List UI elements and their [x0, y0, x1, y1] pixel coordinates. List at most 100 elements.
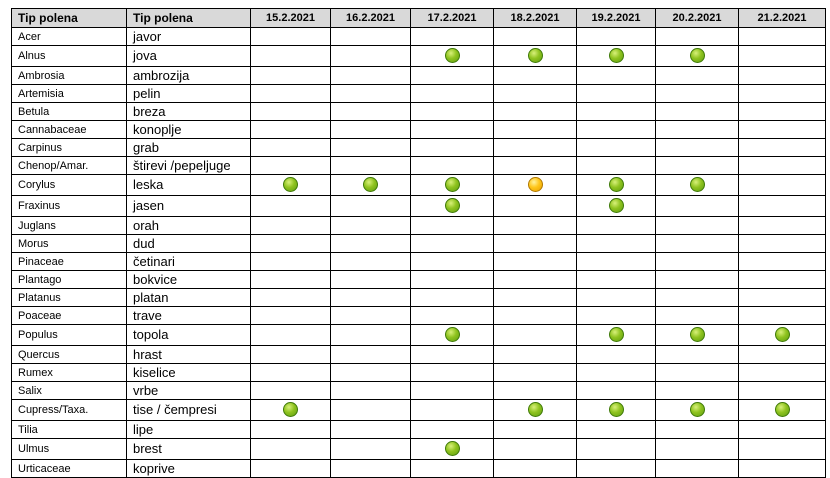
table-row: Tilia lipe [11, 420, 826, 439]
date-cell [250, 195, 331, 217]
date-cell [655, 195, 739, 217]
date-cell [576, 102, 656, 121]
date-cell [493, 195, 577, 217]
latin-name-cell: Populus [11, 324, 127, 346]
date-cell [410, 420, 494, 439]
date-cell [493, 234, 577, 253]
local-name-cell: konoplje [126, 120, 251, 139]
date-cell [655, 252, 739, 271]
date-cell [738, 270, 826, 289]
latin-name-cell: Ambrosia [11, 66, 127, 85]
table-row: Fraxinus jasen [11, 195, 826, 217]
date-cell [250, 27, 331, 46]
latin-name-cell: Cupress/Taxa. [11, 399, 127, 421]
table-row: Morus dud [11, 234, 826, 253]
latin-name-cell: Cannabaceae [11, 120, 127, 139]
local-name-cell: trave [126, 306, 251, 325]
date-cell [410, 324, 494, 346]
date-cell [250, 45, 331, 67]
green-level-indicator-icon [689, 327, 705, 343]
date-cell [410, 399, 494, 421]
pollen-calendar-table: Tip polena Tip polena 15.2.2021 16.2.202… [11, 8, 826, 478]
date-cell [330, 270, 411, 289]
date-cell [655, 345, 739, 364]
date-cell [410, 84, 494, 103]
date-cell [493, 438, 577, 460]
date-header: 16.2.2021 [330, 8, 411, 28]
date-cell [410, 363, 494, 382]
date-cell [410, 66, 494, 85]
green-level-indicator-icon [608, 48, 624, 64]
green-level-indicator-icon [689, 177, 705, 193]
table-row: Pinaceae četinari [11, 252, 826, 271]
green-level-indicator-icon [527, 48, 543, 64]
latin-name-cell: Ulmus [11, 438, 127, 460]
date-cell [576, 399, 656, 421]
date-cell [330, 138, 411, 157]
local-name-cell: jasen [126, 195, 251, 217]
date-header: 17.2.2021 [410, 8, 494, 28]
date-cell [330, 27, 411, 46]
date-cell [576, 324, 656, 346]
date-cell [738, 156, 826, 175]
date-cell [410, 174, 494, 196]
latin-name-header: Tip polena [11, 8, 127, 28]
date-cell [410, 438, 494, 460]
date-cell [250, 84, 331, 103]
date-cell [738, 306, 826, 325]
latin-name-cell: Betula [11, 102, 127, 121]
date-cell [493, 45, 577, 67]
green-level-indicator-icon [608, 177, 624, 193]
date-cell [330, 252, 411, 271]
date-cell [493, 27, 577, 46]
date-cell [493, 345, 577, 364]
date-cell [410, 156, 494, 175]
date-cell [738, 102, 826, 121]
date-cell [250, 363, 331, 382]
date-cell [655, 306, 739, 325]
date-cell [738, 324, 826, 346]
date-cell [330, 345, 411, 364]
table-row: Acer javor [11, 27, 826, 46]
latin-name-cell: Corylus [11, 174, 127, 196]
date-header: 19.2.2021 [576, 8, 656, 28]
date-cell [576, 252, 656, 271]
date-cell [655, 270, 739, 289]
table-row: Platanus platan [11, 288, 826, 307]
date-cell [330, 288, 411, 307]
date-cell [250, 381, 331, 400]
date-cell [738, 399, 826, 421]
date-cell [330, 156, 411, 175]
date-cell [330, 216, 411, 235]
date-cell [330, 234, 411, 253]
table-row: Corylus leska [11, 174, 826, 196]
date-cell [250, 120, 331, 139]
date-cell [576, 438, 656, 460]
date-cell [250, 252, 331, 271]
table-row: Rumex kiselice [11, 363, 826, 382]
date-cell [250, 438, 331, 460]
table-row: Poaceae trave [11, 306, 826, 325]
date-cell [738, 438, 826, 460]
latin-name-cell: Quercus [11, 345, 127, 364]
green-level-indicator-icon [444, 48, 460, 64]
date-cell [250, 399, 331, 421]
date-cell [576, 288, 656, 307]
date-cell [250, 420, 331, 439]
yellow-level-indicator-icon [527, 177, 543, 193]
date-cell [655, 234, 739, 253]
date-cell [655, 27, 739, 46]
date-cell [410, 102, 494, 121]
green-level-indicator-icon [608, 402, 624, 418]
date-cell [576, 306, 656, 325]
date-cell [655, 174, 739, 196]
table-row: Quercus hrast [11, 345, 826, 364]
table-row: Betula breza [11, 102, 826, 121]
local-name-cell: breza [126, 102, 251, 121]
date-cell [330, 420, 411, 439]
latin-name-cell: Acer [11, 27, 127, 46]
date-cell [493, 381, 577, 400]
table-row: Chenop/Amar. štirevi /pepeljuge [11, 156, 826, 175]
date-header: 21.2.2021 [738, 8, 826, 28]
date-cell [655, 138, 739, 157]
